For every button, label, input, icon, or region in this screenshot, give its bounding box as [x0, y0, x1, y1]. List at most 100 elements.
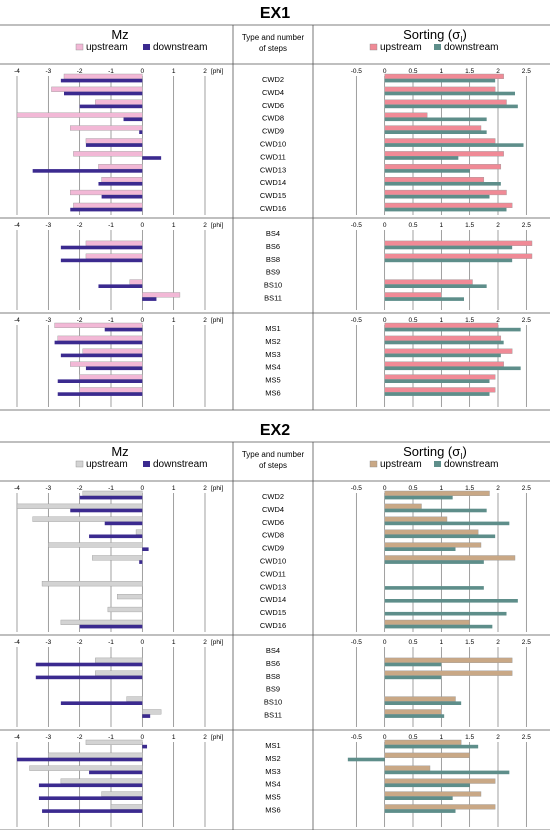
sorting-bar-downstream	[384, 194, 490, 199]
mz-tick-label: -1	[108, 485, 114, 492]
mz-tick-label: -1	[108, 639, 114, 646]
mz-bar-upstream	[16, 112, 143, 118]
mz-tick-label: 0	[141, 317, 145, 324]
sorting-bar-downstream	[384, 662, 442, 667]
mz-bar-downstream	[35, 662, 143, 667]
sorting-bar-downstream	[384, 586, 484, 590]
step-label: CWD6	[262, 518, 284, 527]
sorting-bar-downstream	[384, 611, 507, 616]
mz-bar-upstream	[70, 125, 143, 131]
step-label: CWD15	[260, 608, 286, 617]
sorting-tick-label: -0.5	[351, 639, 363, 646]
mz-bar-downstream	[142, 547, 149, 551]
legend-swatch-upstream	[75, 460, 84, 468]
mz-tick-label: -4	[14, 485, 20, 492]
sorting-tick-label: 1	[440, 68, 444, 75]
sorting-tick-label: 0.5	[408, 639, 417, 646]
sorting-bar-upstream	[384, 490, 490, 497]
sorting-tick-label: 1.5	[465, 222, 474, 229]
legend-swatch-upstream	[75, 43, 84, 51]
sorting-bar-downstream	[384, 796, 453, 800]
mz-bar-downstream	[123, 117, 143, 122]
mz-unit-label: [phi]	[211, 68, 223, 75]
mz-bar-downstream	[139, 560, 143, 564]
mz-bar-upstream	[95, 99, 143, 105]
mz-tick-label: -1	[108, 222, 114, 229]
mz-tick-label: -1	[108, 734, 114, 741]
step-label: BS8	[266, 672, 280, 681]
step-label: MS5	[265, 793, 280, 802]
sorting-bar-downstream	[384, 560, 484, 564]
mz-tick-label: -2	[77, 222, 83, 229]
mz-tick-label: 1	[172, 485, 176, 492]
mz-bar-downstream	[60, 353, 143, 358]
sorting-tick-label: 0	[383, 68, 387, 75]
step-label: MS1	[265, 741, 280, 750]
mz-tick-label: -4	[14, 222, 20, 229]
sorting-tick-label: 1	[440, 639, 444, 646]
mz-bar-downstream	[142, 714, 151, 718]
mz-title: Mz	[111, 27, 128, 42]
step-label: BS11	[264, 294, 282, 303]
sorting-bar-upstream	[384, 657, 513, 663]
mz-tick-label: 2	[203, 222, 207, 229]
mz-tick-label: 1	[172, 734, 176, 741]
mz-bar-downstream	[142, 744, 148, 749]
mz-bar-upstream	[48, 752, 143, 758]
mz-bar-downstream	[57, 379, 143, 383]
mz-bar-downstream	[60, 78, 143, 83]
legend-label-downstream: downstream	[444, 459, 498, 470]
mz-bar-downstream	[89, 534, 143, 539]
mz-bar-downstream	[142, 156, 162, 160]
mz-tick-label: 1	[172, 222, 176, 229]
sorting-bar-upstream	[384, 125, 482, 131]
sorting-bar-upstream	[384, 335, 502, 341]
mz-tick-label: -1	[108, 68, 114, 75]
middle-header-line1: Type and number	[242, 33, 305, 42]
sorting-bar-downstream	[384, 366, 521, 371]
mz-bar-upstream	[135, 529, 143, 535]
mz-bar-downstream	[142, 297, 157, 301]
sorting-tick-label: 1	[440, 222, 444, 229]
step-label: BS9	[266, 685, 280, 694]
sorting-bar-upstream	[384, 778, 496, 784]
mz-bar-upstream	[129, 279, 143, 285]
step-label: BS4	[266, 229, 280, 238]
sorting-tick-label: 2	[496, 639, 500, 646]
middle-header-line2: of steps	[259, 461, 287, 470]
sorting-bar-downstream	[384, 714, 445, 718]
legend-swatch-downstream	[143, 44, 150, 50]
middle-header-line1: Type and number	[242, 450, 305, 459]
sorting-bar-upstream	[384, 112, 428, 118]
sorting-bar-downstream	[384, 156, 459, 160]
sorting-tick-label: 2.5	[522, 222, 531, 229]
sorting-bar-downstream	[384, 117, 487, 122]
sorting-tick-label: 0.5	[408, 68, 417, 75]
sorting-bar-downstream	[384, 508, 487, 513]
mz-tick-label: -2	[77, 485, 83, 492]
group-1: -4 -3 -2 -1 0 1 2 [phi] -0.5 0 0.5 1 1.5 2 2.5 CWD2 CWD4…	[0, 68, 550, 219]
sorting-tick-label: 1.5	[465, 639, 474, 646]
mz-tick-label: 2	[203, 485, 207, 492]
mz-bar-upstream	[60, 619, 143, 626]
mz-bar-downstream	[70, 207, 143, 212]
step-label: MS6	[265, 806, 280, 815]
sorting-bar-downstream	[384, 701, 462, 705]
mz-tick-label: 0	[141, 222, 145, 229]
mz-bar-upstream	[91, 555, 143, 561]
mz-tick-label: -3	[45, 485, 51, 492]
sorting-bar-downstream	[384, 327, 521, 332]
sorting-tick-label: 2.5	[522, 639, 531, 646]
sorting-title-main: Sorting (σ	[403, 27, 460, 42]
mz-unit-label: [phi]	[211, 485, 223, 492]
sorting-title-end: )	[463, 444, 467, 459]
legend-label-downstream: downstream	[153, 42, 207, 53]
sorting-bar-upstream	[384, 696, 456, 702]
sorting-tick-label: 2.5	[522, 734, 531, 741]
step-label: BS6	[266, 242, 280, 251]
mz-tick-label: -3	[45, 734, 51, 741]
step-label: BS9	[266, 268, 280, 277]
sorting-bar-upstream	[384, 176, 485, 183]
mz-tick-label: -3	[45, 639, 51, 646]
